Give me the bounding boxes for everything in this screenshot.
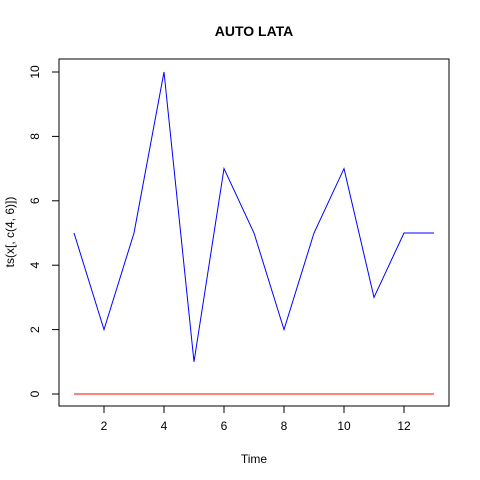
series-layer	[73, 71, 434, 395]
y-tick-label: 6	[28, 197, 42, 204]
y-tick-label: 4	[28, 262, 42, 269]
x-tick-label: 8	[281, 419, 288, 433]
series-line-1	[73, 71, 434, 362]
y-axis-label: ts(x[, c(4, 6)])	[3, 197, 17, 268]
x-tick-label: 2	[101, 419, 108, 433]
x-axis: 2 4 6 8 10 12	[101, 405, 411, 433]
y-axis: 0 2 4 6 8 10	[28, 65, 60, 397]
x-tick-label: 6	[221, 419, 228, 433]
x-tick-label: 4	[161, 419, 168, 433]
x-tick-label: 10	[337, 419, 351, 433]
chart-title: AUTO LATA	[215, 23, 294, 39]
y-tick-label: 8	[28, 133, 42, 140]
y-tick-label: 0	[28, 390, 42, 397]
y-tick-label: 2	[28, 326, 42, 333]
x-tick-label: 12	[397, 419, 411, 433]
x-axis-label: Time	[241, 452, 268, 466]
y-tick-label: 10	[28, 65, 42, 79]
